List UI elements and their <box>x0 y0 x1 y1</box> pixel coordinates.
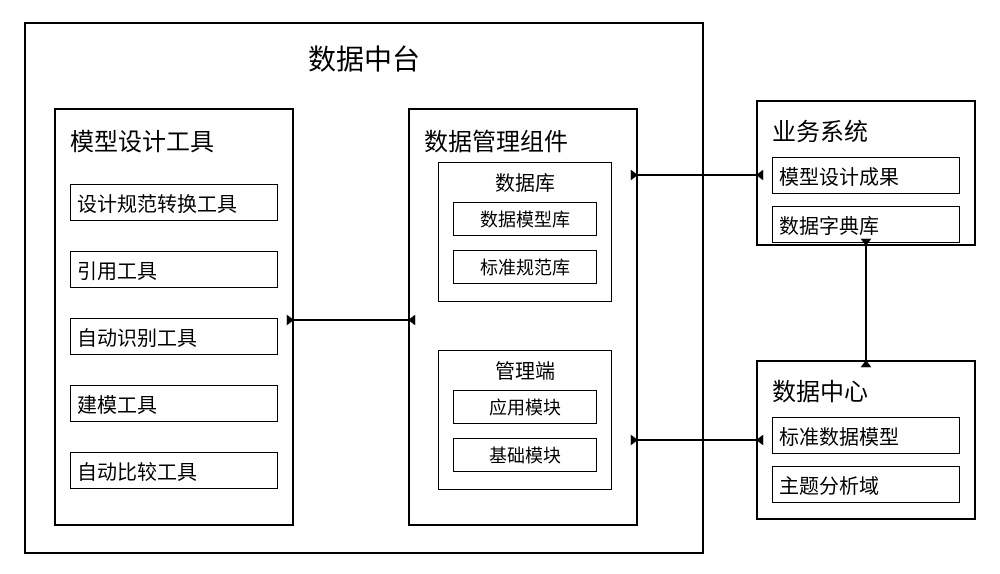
list-item: 设计规范转换工具 <box>70 184 278 221</box>
list-item: 标准数据模型 <box>772 417 960 454</box>
database-title: 数据库 <box>439 163 611 198</box>
data-management-title: 数据管理组件 <box>410 110 636 163</box>
business-system-title: 业务系统 <box>758 102 974 151</box>
list-item: 基础模块 <box>453 438 597 472</box>
model-design-tool-box: 模型设计工具 设计规范转换工具引用工具自动识别工具建模工具自动比较工具 <box>54 108 294 526</box>
list-item: 模型设计成果 <box>772 157 960 194</box>
model-design-tool-title: 模型设计工具 <box>56 110 292 163</box>
model-design-tool-items: 设计规范转换工具引用工具自动识别工具建模工具自动比较工具 <box>70 184 278 519</box>
list-item: 引用工具 <box>70 251 278 288</box>
data-platform-title: 数据中台 <box>26 24 702 78</box>
database-subbox: 数据库 数据模型库标准规范库 <box>438 162 612 302</box>
list-item: 数据字典库 <box>772 206 960 243</box>
data-management-box: 数据管理组件 数据库 数据模型库标准规范库 管理端 应用模块基础模块 <box>408 108 638 526</box>
list-item: 自动识别工具 <box>70 318 278 355</box>
business-system-box: 业务系统 模型设计成果数据字典库 <box>756 100 976 246</box>
manager-subbox: 管理端 应用模块基础模块 <box>438 350 612 490</box>
data-center-items: 标准数据模型主题分析域 <box>758 411 974 503</box>
list-item: 建模工具 <box>70 385 278 422</box>
database-items: 数据模型库标准规范库 <box>439 198 611 284</box>
list-item: 数据模型库 <box>453 202 597 236</box>
business-system-items: 模型设计成果数据字典库 <box>758 151 974 243</box>
list-item: 标准规范库 <box>453 250 597 284</box>
data-center-box: 数据中心 标准数据模型主题分析域 <box>756 360 976 520</box>
list-item: 应用模块 <box>453 390 597 424</box>
list-item: 自动比较工具 <box>70 452 278 489</box>
data-center-title: 数据中心 <box>758 362 974 411</box>
manager-items: 应用模块基础模块 <box>439 386 611 472</box>
list-item: 主题分析域 <box>772 466 960 503</box>
manager-title: 管理端 <box>439 351 611 386</box>
